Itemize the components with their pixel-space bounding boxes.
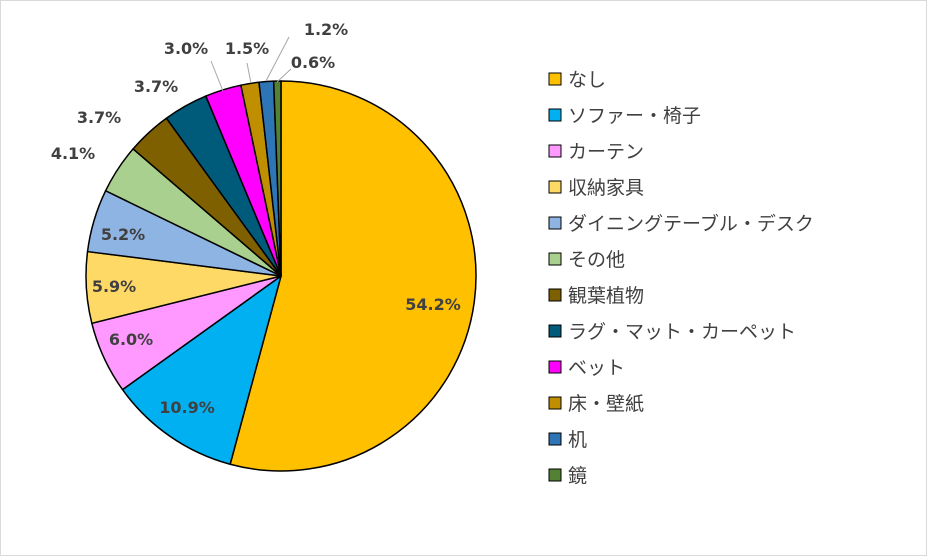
legend-entry: ラグ・マット・カーペット — [568, 321, 796, 343]
legend-entry: ソファー・椅子 — [568, 105, 701, 127]
leader-line — [265, 36, 290, 82]
data-label: 6.0% — [109, 330, 153, 349]
legend-swatch — [548, 144, 562, 158]
data-label: 54.2% — [405, 295, 461, 314]
pie-slices — [85, 80, 477, 472]
pie-slice — [121, 275, 282, 465]
legend-swatch — [548, 432, 562, 446]
legend-swatch — [548, 252, 562, 266]
legend-entry: 床・壁紙 — [568, 393, 644, 415]
legend-swatch — [548, 288, 562, 302]
data-label: 3.7% — [77, 108, 121, 127]
legend-swatch — [548, 180, 562, 194]
leader-lines — [210, 36, 292, 92]
data-label: 10.9% — [159, 398, 215, 417]
leader-line — [246, 62, 252, 84]
legend-entry: ベット — [568, 357, 625, 379]
data-label: 3.7% — [134, 77, 178, 96]
data-label: 0.6% — [291, 53, 335, 72]
leader-line — [210, 60, 224, 92]
legend-swatch — [548, 360, 562, 374]
legend-entry: 収納家具 — [568, 177, 644, 199]
legend-swatch — [548, 396, 562, 410]
legend-entry: ダイニングテーブル・デスク — [568, 212, 814, 235]
legend-entry: その他 — [568, 249, 625, 271]
data-labels: 54.2% 10.9% 6.0% 5.9% 5.2% 4.1% 3.7% 3.7% 3.0% 1.… — [51, 20, 461, 417]
data-label: 3.0% — [164, 39, 208, 58]
legend-entry: 観葉植物 — [568, 285, 644, 307]
legend-entry: 鏡 — [568, 465, 587, 487]
legend-swatch — [548, 324, 562, 338]
legend-entry: カーテン — [568, 141, 644, 163]
legend-entry: なし — [568, 69, 606, 91]
data-label: 1.5% — [225, 39, 269, 58]
legend-swatch — [548, 216, 562, 230]
leader-line — [276, 68, 292, 83]
data-label: 1.2% — [304, 20, 348, 39]
data-label: 5.9% — [92, 277, 136, 296]
data-label: 4.1% — [51, 144, 95, 163]
pie-slice — [229, 80, 477, 472]
legend-entry: 机 — [568, 429, 587, 451]
legend-swatch — [548, 72, 562, 86]
legend-swatch — [548, 468, 562, 482]
legend: なしソファー・椅子カーテン収納家具ダイニングテーブル・デスクその他観葉植物ラグ・… — [548, 69, 814, 487]
data-label: 5.2% — [101, 225, 145, 244]
legend-swatch — [548, 108, 562, 122]
